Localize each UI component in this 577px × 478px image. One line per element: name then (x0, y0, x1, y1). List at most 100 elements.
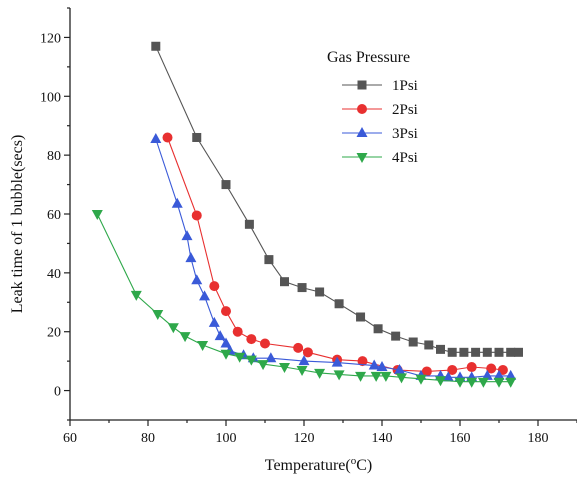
data-point (334, 299, 344, 309)
legend-marker (357, 80, 367, 90)
data-point (246, 334, 257, 345)
data-point (191, 274, 203, 285)
data-point (297, 283, 307, 293)
x-tick-label: 180 (528, 431, 549, 446)
data-point (234, 352, 246, 363)
x-tick-label: 80 (141, 431, 155, 446)
data-point (380, 371, 392, 382)
data-point (208, 316, 220, 327)
y-tick-label: 40 (47, 267, 61, 282)
data-point (209, 281, 220, 292)
data-point (179, 332, 191, 343)
data-point (331, 356, 343, 367)
data-point (421, 366, 432, 377)
data-point (214, 330, 226, 341)
data-point (506, 347, 516, 357)
data-point (260, 338, 270, 349)
data-point (493, 369, 505, 380)
data-point (408, 337, 418, 347)
legend-marker (356, 153, 368, 163)
y-tick-label: 80 (47, 149, 61, 164)
data-point (150, 132, 162, 143)
data-point (181, 230, 193, 241)
data-point (355, 371, 367, 382)
data-point (482, 347, 492, 357)
data-point (447, 364, 458, 375)
data-point (396, 373, 407, 384)
legend-marker (356, 127, 368, 137)
data-point (505, 377, 517, 388)
x-ticks: 60 80 100 120 140 160 180 (63, 420, 577, 446)
data-point (466, 377, 478, 388)
series-1Psi (151, 41, 523, 357)
data-point (357, 356, 368, 367)
data-point (493, 377, 505, 388)
series-line (155, 46, 519, 353)
data-point (391, 331, 401, 341)
data-point (197, 340, 209, 351)
x-tick-label: 60 (63, 431, 77, 446)
data-point (466, 362, 477, 373)
data-point (167, 323, 179, 334)
legend-label: 4Psi (392, 150, 418, 166)
data-point (162, 132, 173, 143)
data-point (265, 352, 277, 363)
data-point (314, 368, 326, 379)
data-point (192, 132, 202, 142)
data-point (373, 324, 383, 334)
data-point (151, 41, 161, 51)
x-tick-label: 160 (450, 431, 471, 446)
data-point (302, 347, 313, 358)
data-point (152, 310, 164, 321)
legend: Gas Pressure 1Psi 2Psi 3Psi 4Psi (327, 49, 418, 166)
data-point (394, 363, 406, 374)
data-point (505, 369, 517, 380)
x-tick-label: 100 (216, 431, 237, 446)
x-tick-label: 140 (372, 431, 393, 446)
data-point (191, 210, 202, 221)
data-point (486, 363, 497, 374)
data-point (514, 347, 523, 357)
axes (69, 8, 577, 421)
x-axis-title-unit: C) (356, 457, 372, 474)
data-point (436, 344, 445, 354)
data-point (356, 312, 366, 322)
data-point (221, 180, 231, 190)
data-point (471, 347, 481, 357)
data-point (315, 287, 325, 297)
y-tick-label: 120 (40, 31, 61, 46)
legend-label: 2Psi (392, 102, 418, 118)
data-point (220, 349, 232, 360)
data-point (368, 359, 380, 370)
data-point (376, 361, 388, 372)
y-tick-label: 20 (47, 326, 61, 341)
x-axis-title-main: Temperature( (265, 457, 351, 474)
data-point (447, 347, 457, 357)
legend-title: Gas Pressure (327, 49, 410, 66)
data-point (220, 337, 232, 348)
legend-label: 3Psi (392, 126, 418, 142)
data-point (481, 369, 493, 380)
data-point (264, 255, 274, 265)
x-axis-title: Temperature(oC) (265, 455, 372, 474)
y-axis-title: Leak time of 1 bubble(secs) (9, 135, 26, 314)
data-point (257, 360, 269, 371)
x-tick-label: 120 (294, 431, 315, 446)
series-layer (91, 41, 523, 388)
data-point (245, 355, 257, 366)
data-point (293, 342, 304, 353)
data-point (454, 377, 466, 388)
y-ticks: 0 20 40 60 80 100 120 (40, 7, 70, 421)
data-point (232, 326, 243, 337)
data-point (415, 374, 427, 385)
data-point (435, 376, 446, 387)
data-point (91, 210, 103, 220)
data-point (280, 277, 289, 287)
data-point (333, 370, 345, 381)
data-point (494, 347, 504, 357)
data-point (244, 219, 254, 229)
legend-marker (357, 104, 367, 114)
data-point (298, 355, 310, 366)
y-tick-label: 0 (54, 385, 61, 400)
data-point (296, 365, 308, 376)
